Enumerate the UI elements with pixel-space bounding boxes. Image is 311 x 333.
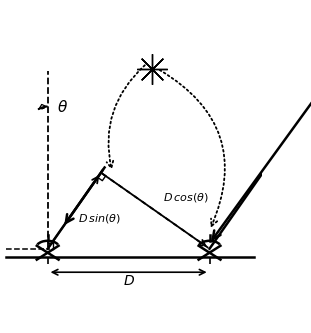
Text: $\theta$: $\theta$ bbox=[57, 99, 68, 115]
Text: $D\,cos(\theta)$: $D\,cos(\theta)$ bbox=[163, 191, 209, 204]
Text: $D\,sin(\theta)$: $D\,sin(\theta)$ bbox=[78, 212, 121, 225]
Text: $D$: $D$ bbox=[123, 273, 135, 287]
